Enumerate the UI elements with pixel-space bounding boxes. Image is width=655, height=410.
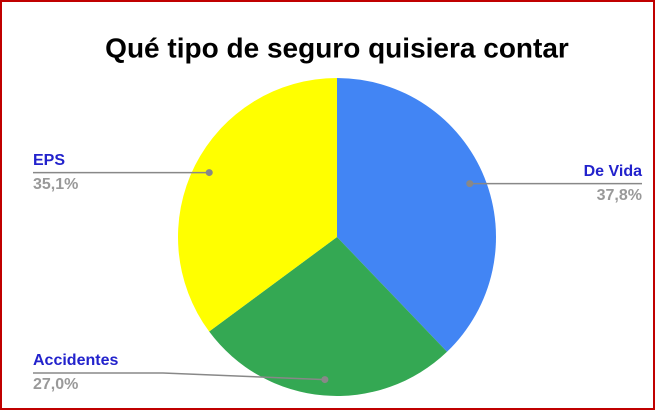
slice-value-label: 35,1% (33, 176, 78, 193)
leader-dot (205, 169, 213, 177)
pie-slice (209, 237, 448, 396)
chart-title: Qué tipo de seguro quisiera contar (105, 32, 569, 63)
slice-label: De Vida (584, 163, 643, 180)
slice-label: EPS (33, 152, 65, 169)
pie-slice (178, 78, 337, 332)
leader-dot (466, 180, 474, 188)
leader-dot (321, 376, 329, 384)
leader-line (33, 372, 325, 381)
slice-label: Accidentes (33, 352, 118, 369)
slice-value-label: 37,8% (597, 187, 642, 204)
slice-value-label: 27,0% (33, 376, 78, 393)
pie-slice (337, 78, 496, 352)
